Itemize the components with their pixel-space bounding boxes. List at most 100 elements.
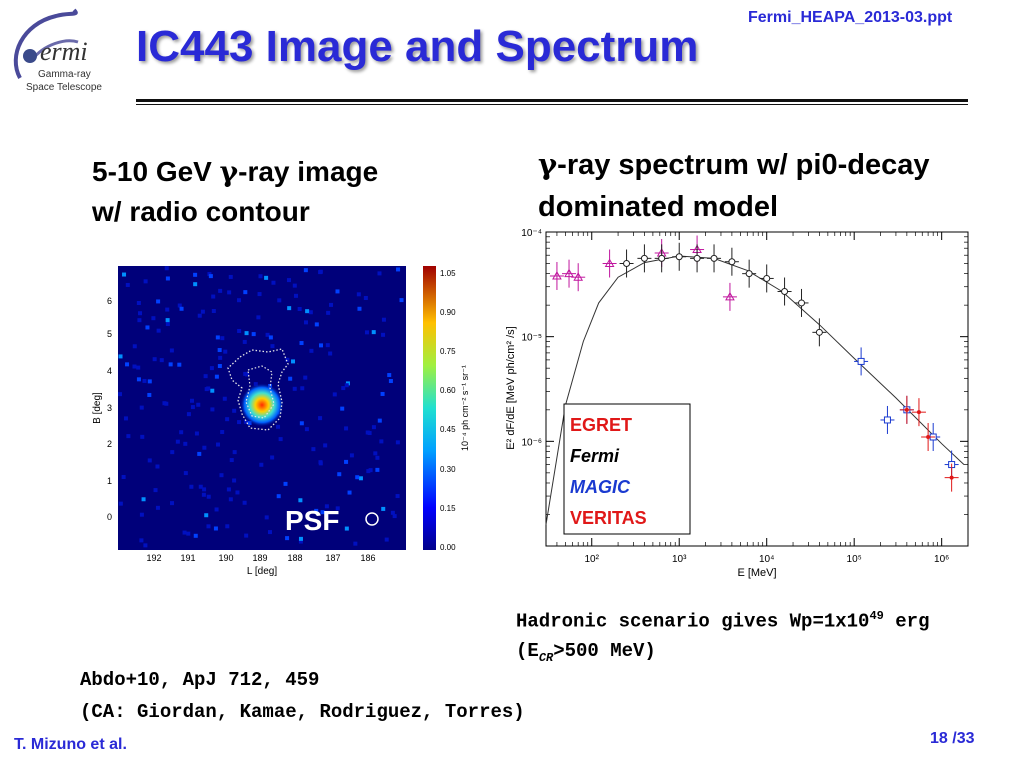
map-pixel bbox=[314, 322, 319, 327]
fermi-point bbox=[672, 242, 687, 271]
x-tick: 192 bbox=[146, 553, 161, 563]
legend-veritas: VERITAS bbox=[570, 508, 647, 528]
map-pixel bbox=[388, 379, 393, 384]
map-pixel bbox=[152, 357, 157, 362]
map-pixel bbox=[235, 490, 240, 495]
map-pixel bbox=[208, 274, 213, 279]
map-pixel bbox=[243, 419, 248, 424]
map-pixel bbox=[155, 505, 160, 510]
map-pixel bbox=[121, 475, 126, 480]
map-pixel bbox=[243, 371, 248, 376]
map-pixel bbox=[164, 266, 169, 271]
map-pixel bbox=[384, 537, 389, 542]
map-pixel bbox=[136, 300, 141, 305]
map-pixel bbox=[292, 283, 297, 288]
map-pixel bbox=[318, 416, 323, 421]
map-pixel bbox=[308, 310, 313, 315]
map-pixel bbox=[186, 412, 191, 417]
map-pixel bbox=[357, 306, 362, 311]
map-pixel bbox=[390, 510, 395, 515]
hadronic-line2-pre: (E bbox=[516, 640, 539, 663]
map-pixel bbox=[358, 476, 363, 481]
map-pixel bbox=[243, 290, 248, 295]
x-tick-label: 10⁴ bbox=[759, 554, 774, 565]
map-pixel bbox=[223, 349, 228, 354]
map-pixel bbox=[237, 420, 242, 425]
hadronic-note: Hadronic scenario gives Wp=1x1049 erg (E… bbox=[516, 601, 929, 673]
data-points bbox=[549, 235, 959, 492]
map-pixel bbox=[156, 299, 161, 304]
map-pixel bbox=[395, 440, 400, 445]
fermi-point bbox=[777, 277, 792, 306]
map-pixel bbox=[136, 377, 141, 382]
logo-name: ermi bbox=[40, 37, 88, 66]
map-pixel bbox=[375, 455, 380, 460]
map-pixel bbox=[201, 492, 206, 497]
map-pixel bbox=[399, 298, 404, 303]
map-pixel bbox=[213, 526, 218, 531]
map-pixel bbox=[285, 536, 290, 541]
slide-title: IC443 Image and Spectrum bbox=[136, 22, 699, 71]
map-pixel bbox=[335, 506, 340, 511]
map-pixel bbox=[265, 332, 270, 337]
map-pixel bbox=[153, 488, 158, 493]
map-pixel bbox=[283, 481, 288, 486]
map-pixel bbox=[182, 530, 187, 535]
map-pixel bbox=[297, 306, 302, 311]
map-pixel bbox=[375, 467, 380, 472]
y-tick: 0 bbox=[107, 512, 112, 522]
map-pixel bbox=[232, 408, 237, 413]
map-pixel bbox=[204, 513, 209, 518]
y-tick: 2 bbox=[107, 439, 112, 449]
cbar-tick: 0.00 bbox=[440, 543, 456, 552]
x-tick-label: 10⁶ bbox=[934, 554, 949, 565]
page-total: /33 bbox=[952, 730, 975, 747]
map-pixel bbox=[218, 288, 223, 293]
map-pixel bbox=[242, 500, 247, 505]
map-pixel bbox=[209, 366, 214, 371]
map-pixel bbox=[168, 362, 173, 367]
fermi-point bbox=[759, 264, 774, 293]
map-pixel bbox=[319, 343, 324, 348]
map-pixel bbox=[147, 458, 152, 463]
map-pixel bbox=[136, 365, 141, 370]
map-pixel bbox=[371, 425, 376, 430]
map-pixel bbox=[349, 453, 354, 458]
map-pixel bbox=[276, 424, 281, 429]
map-pixel bbox=[356, 292, 361, 297]
map-pixel bbox=[226, 487, 231, 492]
map-pixel bbox=[118, 392, 123, 397]
map-pixel bbox=[344, 459, 349, 464]
fermi-point bbox=[690, 244, 705, 273]
map-pixel bbox=[344, 526, 349, 531]
x-tick: 190 bbox=[218, 553, 233, 563]
map-x-ticks: 192 191 190 189 188 187 186 bbox=[146, 553, 375, 563]
fermi-point bbox=[654, 244, 669, 273]
cbar-tick: 0.60 bbox=[440, 386, 456, 395]
reference: Abdo+10, ApJ 712, 459 (CA: Giordan, Kama… bbox=[80, 664, 525, 728]
map-pixel bbox=[143, 279, 148, 284]
y-tick-label: 10⁻⁵ bbox=[521, 333, 542, 344]
title-rule-thin bbox=[136, 104, 968, 105]
map-pixel bbox=[291, 359, 296, 364]
map-pixel bbox=[215, 335, 220, 340]
map-pixel bbox=[237, 298, 242, 303]
page-current: 18 bbox=[930, 730, 948, 747]
fermi-point bbox=[619, 249, 634, 278]
map-pixel bbox=[335, 289, 340, 294]
hadronic-subscript: CR bbox=[538, 651, 554, 666]
y-tick-label: 10⁻⁴ bbox=[521, 228, 542, 239]
map-pixel bbox=[337, 472, 342, 477]
map-pixel bbox=[366, 469, 371, 474]
map-pixel bbox=[203, 374, 208, 379]
legend-egret: EGRET bbox=[570, 415, 632, 435]
map-pixel bbox=[258, 274, 263, 279]
title-rule bbox=[136, 99, 968, 102]
colorbar-label: 10⁻⁴ ph cm⁻² s⁻¹ sr⁻¹ bbox=[460, 365, 470, 451]
map-pixel bbox=[225, 524, 230, 529]
map-pixel bbox=[211, 309, 216, 314]
map-pixel bbox=[377, 271, 382, 276]
legend-fermi: Fermi bbox=[570, 446, 620, 466]
map-pixel bbox=[179, 306, 184, 311]
map-pixel bbox=[396, 267, 401, 272]
